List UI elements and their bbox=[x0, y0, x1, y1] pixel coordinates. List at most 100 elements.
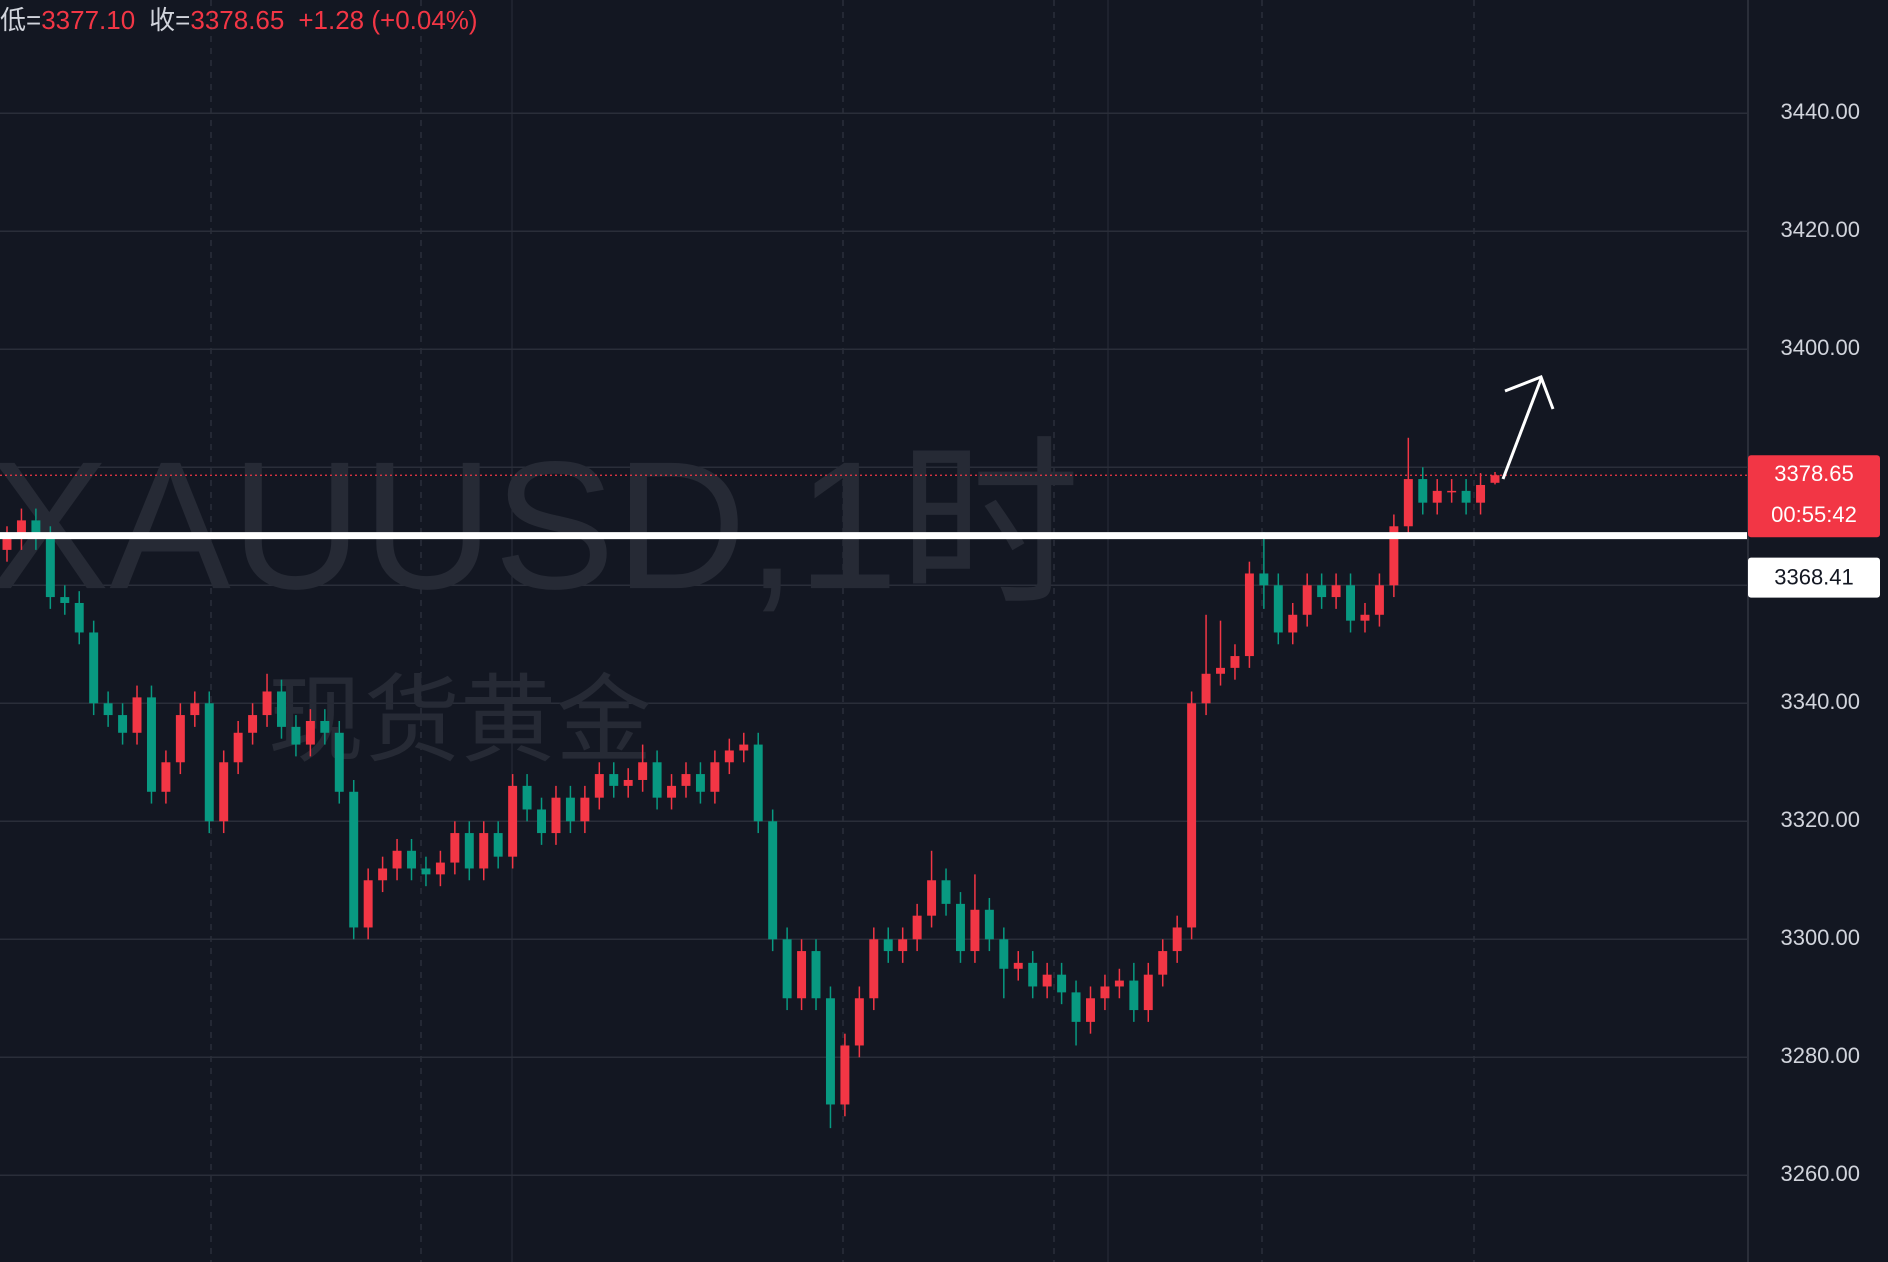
candle-body bbox=[1389, 526, 1399, 586]
candle-body bbox=[522, 785, 532, 810]
candle-body bbox=[854, 998, 864, 1046]
candle-body bbox=[667, 785, 677, 798]
candle-body bbox=[277, 691, 286, 727]
candle-body bbox=[349, 791, 359, 928]
candle-body bbox=[464, 833, 474, 869]
candle-body bbox=[291, 726, 301, 745]
candle-body bbox=[479, 833, 489, 869]
candle-body bbox=[1302, 585, 1312, 615]
candle-body bbox=[1042, 974, 1052, 987]
candle-body bbox=[74, 602, 84, 633]
candle-body bbox=[89, 632, 99, 704]
candle-body bbox=[1057, 974, 1067, 993]
candle-body bbox=[797, 951, 807, 999]
candle-body bbox=[204, 703, 214, 822]
candle-body bbox=[248, 715, 258, 733]
candles bbox=[2, 437, 1500, 1129]
last-price-tag bbox=[1748, 455, 1880, 538]
candle-body bbox=[782, 939, 792, 999]
candle-body bbox=[1360, 614, 1370, 621]
candle-body bbox=[1331, 585, 1341, 598]
candle-body bbox=[1230, 656, 1240, 668]
y-tick-label: 3280.00 bbox=[1780, 1043, 1860, 1068]
candle-body bbox=[724, 750, 734, 763]
candle-body bbox=[1490, 475, 1500, 483]
candle-body bbox=[146, 697, 156, 792]
candle-body bbox=[1216, 667, 1225, 674]
legend-change: +1.28 (+0.04%) bbox=[298, 5, 477, 35]
candle-body bbox=[1013, 962, 1023, 969]
y-tick-label: 3340.00 bbox=[1780, 689, 1860, 714]
candle-body bbox=[1418, 479, 1428, 503]
candle-body bbox=[407, 850, 416, 869]
candle-body bbox=[1476, 484, 1486, 503]
y-tick-label: 3260.00 bbox=[1780, 1161, 1860, 1186]
candle-body bbox=[132, 697, 142, 733]
candle-body bbox=[1143, 974, 1153, 1011]
candle-body bbox=[175, 715, 185, 763]
watermark-subtitle: 现货黄金 bbox=[268, 667, 652, 774]
candle-body bbox=[999, 939, 1009, 969]
candle-body bbox=[565, 797, 575, 822]
candle-body bbox=[1374, 585, 1384, 615]
price-tags: 3378.65 00:55:42 3368.41 bbox=[1748, 455, 1880, 598]
candle-body bbox=[190, 703, 200, 716]
candle-body bbox=[1288, 614, 1298, 633]
candle-body bbox=[1172, 927, 1182, 952]
candle-body bbox=[739, 744, 749, 751]
candle-body bbox=[955, 903, 965, 952]
candle-body bbox=[493, 833, 503, 857]
candle-body bbox=[421, 868, 431, 875]
candle-body bbox=[378, 868, 388, 881]
candle-body bbox=[1129, 980, 1139, 1011]
candle-body bbox=[594, 774, 604, 798]
y-tick-label: 3320.00 bbox=[1780, 807, 1860, 832]
candle-body bbox=[435, 862, 445, 875]
candle-body bbox=[161, 762, 171, 792]
y-tick-label: 3300.00 bbox=[1780, 925, 1860, 950]
candle-body bbox=[60, 597, 70, 603]
candle-body bbox=[1187, 703, 1197, 928]
candle-body bbox=[912, 915, 922, 940]
candle-body bbox=[551, 797, 561, 834]
candle-body bbox=[262, 691, 272, 716]
countdown: 00:55:42 bbox=[1771, 502, 1857, 527]
legend-low: 3377.10 bbox=[41, 5, 135, 35]
candle-body bbox=[508, 785, 518, 857]
level-label: 3368.41 bbox=[1774, 564, 1854, 589]
candle-body bbox=[31, 520, 41, 539]
candle-body bbox=[1346, 585, 1356, 621]
price-axis bbox=[1748, 0, 1888, 1262]
candle-body bbox=[768, 821, 778, 940]
candle-body bbox=[334, 732, 344, 792]
y-tick-label: 3400.00 bbox=[1780, 335, 1860, 360]
candle-body bbox=[1403, 479, 1413, 527]
candle-body bbox=[1158, 951, 1168, 975]
candle-body bbox=[652, 762, 662, 798]
candle-body bbox=[16, 520, 26, 539]
candle-body bbox=[695, 774, 705, 792]
legend-close: 3378.65 bbox=[190, 5, 284, 35]
level-tag bbox=[1748, 557, 1880, 598]
candle-body bbox=[118, 715, 128, 733]
candle-body bbox=[103, 703, 113, 716]
candle-body bbox=[45, 538, 55, 598]
candle-body bbox=[450, 833, 460, 863]
candle-body bbox=[840, 1045, 850, 1105]
candle-body bbox=[898, 939, 908, 952]
candle-body bbox=[1273, 585, 1283, 633]
candle-body bbox=[392, 850, 402, 869]
arrow-shaft bbox=[1501, 378, 1543, 480]
time-grid bbox=[210, 0, 1475, 1262]
legend-low-label: 低= bbox=[0, 5, 41, 35]
candle-body bbox=[2, 538, 12, 550]
candle-body bbox=[710, 762, 720, 792]
candle-body bbox=[811, 951, 821, 999]
candle-body bbox=[1461, 490, 1471, 503]
candle-body bbox=[941, 880, 951, 904]
candle-body bbox=[1259, 573, 1269, 586]
arrow-annotation bbox=[1501, 375, 1555, 480]
arrow-head bbox=[1504, 375, 1555, 410]
